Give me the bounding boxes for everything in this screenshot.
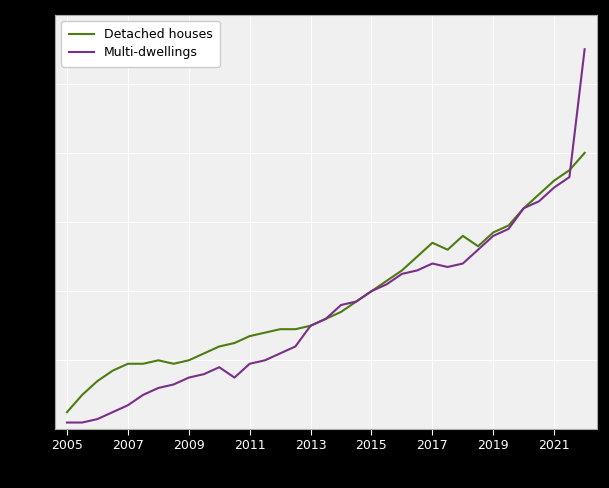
Detached houses: [292, 326, 299, 332]
Detached houses: [170, 361, 177, 366]
Detached houses: [200, 350, 208, 356]
Detached houses: [444, 247, 451, 253]
Detached houses: [383, 278, 390, 284]
Detached houses: [276, 326, 284, 332]
Multi-dwellings: [322, 316, 329, 322]
Detached houses: [124, 361, 132, 366]
Detached houses: [398, 267, 406, 273]
Detached houses: [459, 233, 466, 239]
Multi-dwellings: [63, 420, 71, 426]
Detached houses: [155, 357, 162, 363]
Multi-dwellings: [520, 205, 527, 211]
Detached houses: [63, 409, 71, 415]
Multi-dwellings: [535, 199, 543, 204]
Detached houses: [261, 330, 269, 336]
Multi-dwellings: [216, 364, 223, 370]
Detached houses: [307, 323, 314, 329]
Multi-dwellings: [94, 416, 101, 422]
Multi-dwellings: [261, 357, 269, 363]
Multi-dwellings: [109, 409, 116, 415]
Multi-dwellings: [276, 350, 284, 356]
Detached houses: [368, 288, 375, 294]
Multi-dwellings: [231, 375, 238, 381]
Multi-dwellings: [307, 323, 314, 329]
Multi-dwellings: [474, 247, 482, 253]
Multi-dwellings: [505, 226, 512, 232]
Detached houses: [520, 205, 527, 211]
Multi-dwellings: [353, 299, 360, 305]
Multi-dwellings: [444, 264, 451, 270]
Detached houses: [185, 357, 192, 363]
Detached houses: [474, 244, 482, 249]
Line: Detached houses: Detached houses: [67, 153, 585, 412]
Detached houses: [551, 178, 558, 183]
Detached houses: [429, 240, 436, 245]
Multi-dwellings: [383, 281, 390, 287]
Multi-dwellings: [398, 271, 406, 277]
Detached houses: [79, 392, 86, 398]
Detached houses: [109, 368, 116, 374]
Detached houses: [353, 299, 360, 305]
Detached houses: [505, 223, 512, 228]
Multi-dwellings: [337, 302, 345, 308]
Detached houses: [231, 340, 238, 346]
Multi-dwellings: [429, 261, 436, 266]
Detached houses: [216, 344, 223, 349]
Detached houses: [581, 150, 588, 156]
Multi-dwellings: [581, 46, 588, 52]
Multi-dwellings: [200, 371, 208, 377]
Detached houses: [337, 309, 345, 315]
Multi-dwellings: [292, 344, 299, 349]
Multi-dwellings: [79, 420, 86, 426]
Multi-dwellings: [490, 233, 497, 239]
Multi-dwellings: [170, 382, 177, 387]
Multi-dwellings: [459, 261, 466, 266]
Detached houses: [566, 167, 573, 173]
Multi-dwellings: [139, 392, 147, 398]
Multi-dwellings: [124, 402, 132, 408]
Detached houses: [139, 361, 147, 366]
Detached houses: [94, 378, 101, 384]
Multi-dwellings: [185, 375, 192, 381]
Multi-dwellings: [368, 288, 375, 294]
Multi-dwellings: [551, 184, 558, 190]
Detached houses: [414, 254, 421, 260]
Multi-dwellings: [246, 361, 253, 366]
Line: Multi-dwellings: Multi-dwellings: [67, 49, 585, 423]
Multi-dwellings: [566, 174, 573, 180]
Detached houses: [322, 316, 329, 322]
Detached houses: [246, 333, 253, 339]
Detached houses: [490, 229, 497, 235]
Multi-dwellings: [414, 267, 421, 273]
Legend: Detached houses, Multi-dwellings: Detached houses, Multi-dwellings: [61, 21, 220, 67]
Multi-dwellings: [155, 385, 162, 391]
Detached houses: [535, 191, 543, 197]
